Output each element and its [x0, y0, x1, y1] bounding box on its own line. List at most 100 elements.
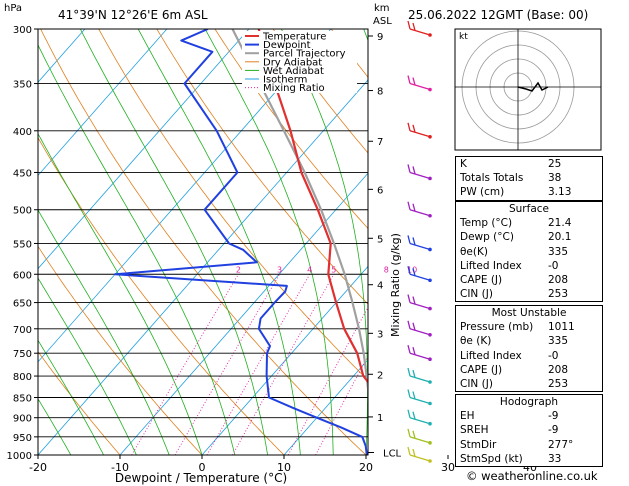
isotherm-line — [283, 358, 368, 455]
mixing-ratio-line — [174, 274, 280, 455]
x-tick-label: 10 — [277, 461, 291, 474]
km-tick-label: 8 — [377, 87, 383, 98]
wind-barb-flag — [412, 369, 416, 378]
mu-label: CIN (J) — [460, 377, 493, 390]
wind-barb — [407, 201, 432, 218]
mixing-ratio-line — [287, 306, 368, 455]
wind-barb — [407, 389, 432, 406]
wind-barb-shaft — [409, 242, 431, 251]
wind-barb-shaft — [409, 375, 431, 383]
wind-barb — [407, 345, 432, 362]
mu-label: Pressure (mb) — [460, 321, 534, 334]
footer-credit: © weatheronline.co.uk — [466, 469, 598, 483]
wind-barb-flag — [412, 203, 416, 212]
surface-panel: Surface Temp (°C) 21.4 Dewp (°C) 20.1 θe(K… — [455, 201, 603, 303]
surface-label: CIN (J) — [460, 288, 493, 301]
index-value: 38 — [548, 172, 562, 185]
wind-barb-base — [428, 176, 432, 181]
surface-label: Lifted Index — [460, 259, 522, 272]
mixing-ratio-label: 4 — [307, 265, 312, 274]
hodo-label: StmSpd (kt) — [460, 452, 523, 465]
wind-barb-flag — [412, 124, 416, 133]
wind-barb-flag — [412, 268, 416, 276]
wind-barb-flag — [412, 77, 416, 86]
wind-barb-flag — [407, 389, 411, 398]
wind-barb-flag — [407, 320, 411, 329]
isotherm-line — [119, 172, 368, 455]
wind-barb — [407, 428, 432, 445]
surface-label: Dewp (°C) — [460, 231, 514, 244]
x-tick-label: 0 — [199, 461, 206, 474]
pressure-tick-label: 300 — [13, 25, 32, 36]
wind-barb-flag — [407, 428, 411, 438]
wind-barb-shaft — [409, 273, 431, 281]
indices-panel: K 25 Totals Totals 38 PW (cm) 3.13 — [455, 156, 603, 201]
wind-barb-flag — [412, 430, 416, 439]
wind-barb — [407, 164, 432, 181]
mixing-ratio-label: 2 — [236, 265, 241, 274]
wind-barb — [407, 294, 432, 311]
surface-label: Temp (°C) — [460, 217, 513, 230]
parcel-trajectory-line — [231, 29, 368, 399]
hodo-value: -9 — [548, 424, 559, 437]
x-tick-label: -20 — [29, 461, 47, 474]
header-hpa: hPa — [4, 3, 23, 14]
mu-label: Lifted Index — [460, 349, 522, 362]
mu-value: -0 — [548, 349, 559, 362]
wind-barb — [407, 409, 432, 426]
mu-value: 335 — [548, 335, 569, 348]
wind-barb-base — [428, 278, 432, 283]
wind-barb-shaft — [409, 171, 431, 180]
wind-barb-base — [428, 459, 432, 463]
mu-value: 253 — [548, 377, 569, 390]
surface-value: 21.4 — [548, 217, 572, 230]
surface-value: 253 — [548, 288, 569, 301]
x-axis-label: Dewpoint / Temperature (°C) — [115, 471, 287, 485]
mu-label: CAPE (J) — [460, 363, 503, 376]
legend-entry: Parcel Trajectory — [263, 49, 346, 60]
wind-barb-shaft — [409, 301, 431, 310]
wind-barb-shaft — [409, 209, 431, 217]
wind-barb — [407, 122, 432, 139]
wind-barb-shaft — [409, 454, 431, 462]
hodo-value: -9 — [548, 410, 559, 423]
wind-barb — [407, 235, 432, 252]
mu-row: θe (K) 335 — [456, 334, 602, 348]
index-row-k: K 25 — [456, 157, 602, 171]
surface-row: θe(K) 335 — [456, 245, 602, 259]
wind-barb-flag — [412, 166, 416, 175]
wind-barb-shaft — [409, 396, 431, 405]
km-tick-label: 1 — [377, 413, 383, 424]
wind-barb-base — [428, 441, 432, 445]
dewpoint-line — [114, 29, 368, 455]
wind-barb — [407, 367, 432, 384]
wind-barb-base — [428, 357, 432, 362]
mu-row: Lifted Index -0 — [456, 349, 602, 363]
hodograph-trace — [517, 81, 549, 92]
wind-barb-flag — [407, 122, 411, 131]
isotherm-line — [38, 29, 168, 177]
wind-barb-flag — [407, 201, 411, 210]
pressure-tick-label: 700 — [13, 325, 32, 336]
surface-row: CIN (J) 253 — [456, 287, 602, 301]
mixing-ratio-label: 8 — [384, 265, 389, 274]
surface-value: 20.1 — [548, 231, 572, 244]
pressure-tick-label: 350 — [13, 80, 32, 91]
wind-barb — [407, 446, 432, 463]
index-label: PW (cm) — [460, 186, 505, 199]
surface-row: Temp (°C) 21.4 — [456, 216, 602, 230]
mu-value: 208 — [548, 363, 569, 376]
most-unstable-panel: Most Unstable Pressure (mb) 1011 θe (K) 33… — [455, 305, 603, 393]
wind-barb-flag — [407, 345, 411, 354]
index-label: Totals Totals — [460, 172, 524, 185]
wind-barb-base — [428, 401, 432, 406]
isotherm-line — [201, 265, 368, 455]
wind-barb-flag — [407, 446, 411, 456]
mu-value: 1011 — [548, 321, 575, 334]
wind-barb-base — [428, 33, 432, 37]
hodo-row: SREH -9 — [456, 423, 602, 437]
hodo-row: StmDir 277° — [456, 438, 602, 452]
wind-barb-flag — [412, 296, 416, 305]
x-tick-label: 30 — [441, 461, 455, 474]
